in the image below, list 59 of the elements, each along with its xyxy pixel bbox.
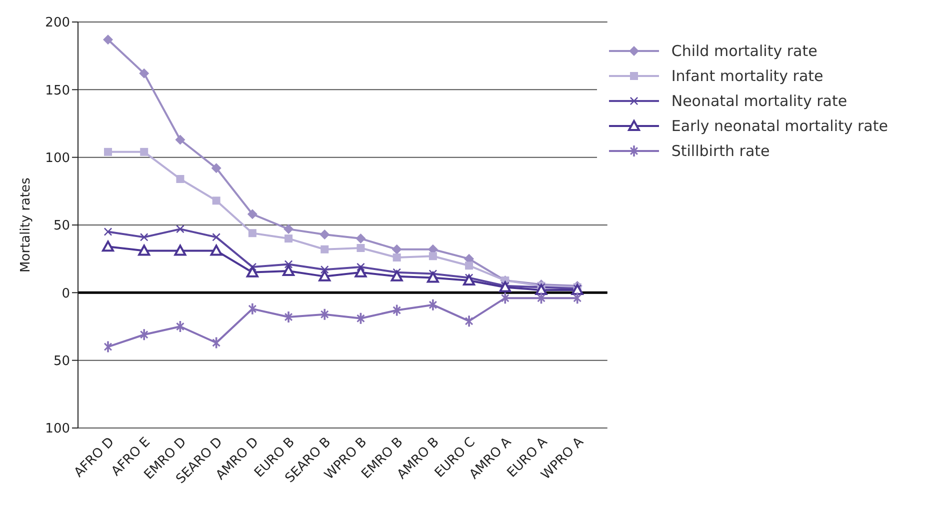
point xyxy=(104,228,112,236)
y-tick-label: 100 xyxy=(45,150,70,166)
point xyxy=(139,68,150,78)
point xyxy=(499,281,512,292)
point xyxy=(211,163,222,174)
y-tick-label: 50 xyxy=(53,218,70,234)
point xyxy=(212,196,220,205)
y-tick-label: 150 xyxy=(45,83,70,98)
point xyxy=(176,174,184,183)
point xyxy=(426,272,439,283)
legend-label: Stillbirth rate xyxy=(671,142,770,160)
point xyxy=(102,240,114,252)
point xyxy=(356,234,366,244)
point xyxy=(284,224,294,234)
point xyxy=(284,234,293,243)
legend-label: Infant mortality rate xyxy=(671,66,824,84)
point xyxy=(463,274,476,286)
point xyxy=(573,292,582,304)
point xyxy=(428,299,437,310)
point xyxy=(103,34,113,45)
point xyxy=(320,266,329,274)
point xyxy=(320,308,329,320)
legend-label: Child mortality rate xyxy=(671,42,818,60)
point xyxy=(535,284,548,295)
y-tick-label: 200 xyxy=(45,16,70,31)
point xyxy=(465,262,474,270)
point xyxy=(465,316,474,327)
point xyxy=(428,252,437,260)
legend-label: Neonatal mortality rate xyxy=(671,92,848,110)
point xyxy=(320,229,330,240)
point xyxy=(247,209,258,220)
point xyxy=(284,260,293,268)
point xyxy=(282,265,295,276)
point xyxy=(176,225,184,234)
y-tick-label: 100 xyxy=(45,422,70,437)
point xyxy=(392,244,402,254)
point xyxy=(175,134,186,145)
point xyxy=(356,244,365,252)
point xyxy=(140,233,148,242)
point xyxy=(210,244,222,256)
point xyxy=(138,244,150,256)
point xyxy=(390,270,403,282)
y-axis-title: Mortality rates xyxy=(18,177,34,272)
point xyxy=(354,266,367,278)
point xyxy=(248,229,256,238)
y-tick-label: 0 xyxy=(62,286,70,302)
point xyxy=(284,312,293,323)
point xyxy=(212,233,220,242)
point xyxy=(104,148,112,156)
point xyxy=(320,245,329,254)
point xyxy=(392,253,401,262)
legend-label: Early neonatal mortality rate xyxy=(671,116,888,134)
point xyxy=(140,329,148,340)
point xyxy=(246,266,258,278)
point xyxy=(140,148,148,156)
point xyxy=(174,244,186,256)
y-tick-label: 50 xyxy=(53,354,70,369)
point xyxy=(318,270,331,282)
point xyxy=(248,303,256,314)
